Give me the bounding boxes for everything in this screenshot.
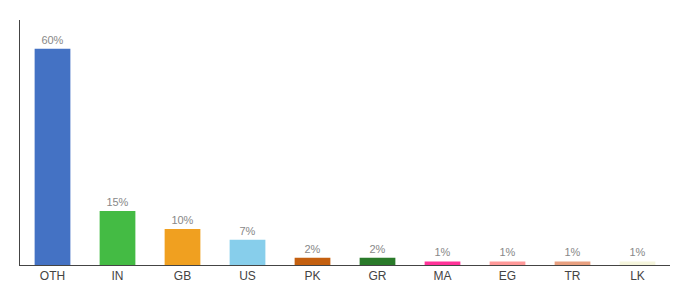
svg-text:2%: 2% <box>304 243 320 255</box>
svg-text:1%: 1% <box>564 246 580 258</box>
svg-text:1%: 1% <box>499 246 515 258</box>
svg-text:IN: IN <box>112 269 124 283</box>
svg-text:US: US <box>239 269 256 283</box>
svg-text:1%: 1% <box>434 246 450 258</box>
svg-text:60%: 60% <box>41 34 63 46</box>
svg-text:GR: GR <box>369 269 387 283</box>
svg-text:OTH: OTH <box>40 269 65 283</box>
svg-text:PK: PK <box>304 269 320 283</box>
svg-text:15%: 15% <box>106 196 128 208</box>
svg-text:1%: 1% <box>629 246 645 258</box>
svg-text:2%: 2% <box>369 243 385 255</box>
svg-text:TR: TR <box>565 269 581 283</box>
svg-text:7%: 7% <box>239 225 255 237</box>
svg-text:LK: LK <box>630 269 645 283</box>
svg-text:GB: GB <box>174 269 191 283</box>
svg-text:EG: EG <box>499 269 516 283</box>
svg-text:10%: 10% <box>171 214 193 226</box>
svg-text:MA: MA <box>434 269 452 283</box>
